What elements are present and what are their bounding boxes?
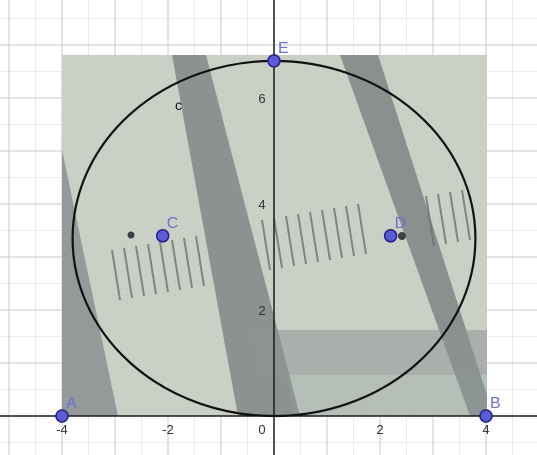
y-tick-labels: 2 4 6 <box>258 91 265 318</box>
y-tick-label: 6 <box>258 91 265 106</box>
points-layer: A B C D E <box>55 40 501 423</box>
x-tick-label: 0 <box>258 422 265 437</box>
point-c[interactable] <box>155 229 170 243</box>
curve-label[interactable]: c <box>175 97 182 113</box>
x-tick-label: 4 <box>482 422 489 437</box>
point-e[interactable] <box>267 54 281 68</box>
x-tick-label: -2 <box>162 422 174 437</box>
point-a[interactable] <box>55 409 69 423</box>
point-label-a[interactable]: A <box>66 395 77 412</box>
point-label-c[interactable]: C <box>167 215 179 232</box>
point-b[interactable] <box>479 409 493 423</box>
x-tick-label: 2 <box>376 422 383 437</box>
x-tick-label: -4 <box>56 422 68 437</box>
y-tick-label: 2 <box>258 303 265 318</box>
point-d[interactable] <box>383 229 398 243</box>
point-label-b[interactable]: B <box>490 395 501 412</box>
point-label-d[interactable]: D <box>395 215 407 232</box>
x-tick-labels: -4 -2 0 2 4 <box>56 422 489 437</box>
y-tick-label: 4 <box>258 197 265 212</box>
point-label-e[interactable]: E <box>278 40 289 57</box>
